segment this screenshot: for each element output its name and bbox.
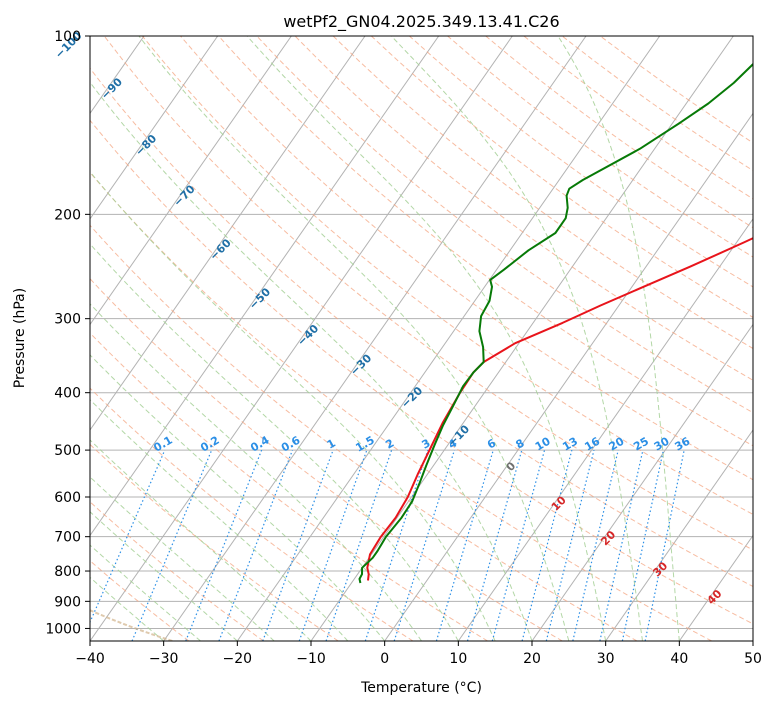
x-axis-title: Temperature (°C) [360, 680, 482, 696]
mixing-ratio-line [491, 449, 546, 641]
skewed-isotherm [90, 36, 292, 326]
skewed-isotherm [531, 323, 753, 641]
dry-adiabat [90, 387, 414, 641]
y-axis-ticks: 100 200 300 400 500 600 700 800 900 1000 [45, 29, 90, 637]
dry-adiabat [90, 119, 753, 625]
dry-adiabat [90, 67, 753, 588]
mixing-ratio-line [298, 449, 368, 641]
dry-adiabat [141, 36, 753, 515]
mixing-ratio-line [364, 449, 429, 641]
moist-adiabat [90, 476, 275, 641]
skewed-isotherm [678, 534, 753, 641]
y-tick-label: 900 [54, 594, 81, 610]
mixing-ratio-line [621, 449, 664, 641]
x-tick-label: −20 [223, 651, 253, 667]
skewed-isotherm [90, 36, 366, 431]
moist-adiabat [138, 36, 570, 641]
mixing-ratio-line [325, 449, 393, 641]
y-axis-title: Pressure (hPa) [12, 288, 28, 388]
plot-area [90, 36, 753, 641]
pressure-grid [90, 36, 753, 629]
skewed-isotherm [605, 429, 753, 641]
x-tick-label: 10 [449, 651, 467, 667]
x-tick-label: −10 [296, 651, 326, 667]
x-tick-label: 30 [597, 651, 615, 667]
moist-adiabat [90, 544, 201, 641]
mixing-ratio-line [545, 449, 595, 641]
y-tick-label: 800 [54, 564, 81, 580]
dry-adiabat [90, 277, 563, 641]
dewpoint-line [358, 62, 753, 584]
x-tick-label: 40 [670, 651, 688, 667]
skewed-isotherm [236, 36, 661, 641]
x-tick-label: 20 [523, 651, 541, 667]
mixing-ratio-line [90, 449, 166, 624]
y-tick-label: 600 [54, 490, 81, 506]
moist-adiabat [90, 511, 238, 641]
dry-adiabat [218, 36, 753, 447]
mixing-ratio-lines [90, 449, 685, 641]
moist-adiabat [90, 303, 422, 641]
moist-adiabat [90, 354, 386, 641]
skewed-isotherm [90, 36, 219, 220]
moist-adiabat [90, 81, 533, 641]
dry-adiabat [103, 36, 753, 551]
mixing-ratio-line [435, 449, 494, 641]
y-tick-label: 700 [54, 530, 81, 546]
moist-adiabat [90, 576, 165, 641]
mixing-ratio-line [393, 449, 455, 641]
sounding-series [358, 62, 753, 584]
y-tick-label: 500 [54, 443, 81, 459]
x-tick-label: −30 [149, 651, 179, 667]
dry-adiabat [370, 36, 753, 318]
x-tick-label: 0 [380, 651, 389, 667]
skewed-isotherm [90, 36, 440, 537]
moist-adiabat [90, 399, 349, 641]
mixing-ratio-line [131, 449, 213, 641]
x-tick-label: 50 [744, 651, 762, 667]
dry-adiabat [180, 36, 753, 481]
y-tick-label: 200 [54, 207, 81, 223]
dry-adiabat [90, 171, 712, 641]
moist-adiabat [90, 243, 459, 641]
dry-adiabat [90, 560, 190, 641]
mixing-ratio-line [466, 449, 523, 641]
skewed-isotherm [163, 36, 587, 641]
chart-title: wetPf2_GN04.2025.349.13.41.C26 [283, 12, 559, 32]
plot-frame [89, 35, 754, 642]
mixing-ratio-line [644, 449, 685, 641]
dry-adiabat [294, 36, 753, 381]
y-tick-label: 100 [54, 29, 81, 45]
moist-adiabats [90, 36, 680, 641]
mixing-ratio-line [599, 449, 644, 641]
moist-adiabat [557, 36, 680, 641]
mixing-ratio-line [572, 449, 619, 641]
mixing-ratio-line [521, 449, 573, 641]
dry-adiabat [332, 36, 753, 350]
dry-adiabat [90, 332, 488, 641]
moist-adiabat [390, 36, 643, 641]
x-tick-label: −40 [75, 651, 105, 667]
moist-adiabat [246, 36, 607, 641]
x-axis-ticks: −40 −30 −20 −10 0 10 20 30 40 50 [75, 641, 762, 667]
skewed-isotherm [384, 112, 753, 641]
skewed-isotherm [457, 218, 753, 641]
moist-adiabat [90, 170, 496, 641]
y-tick-label: 300 [54, 312, 81, 328]
y-tick-label: 1000 [45, 621, 81, 637]
y-tick-label: 400 [54, 386, 81, 402]
